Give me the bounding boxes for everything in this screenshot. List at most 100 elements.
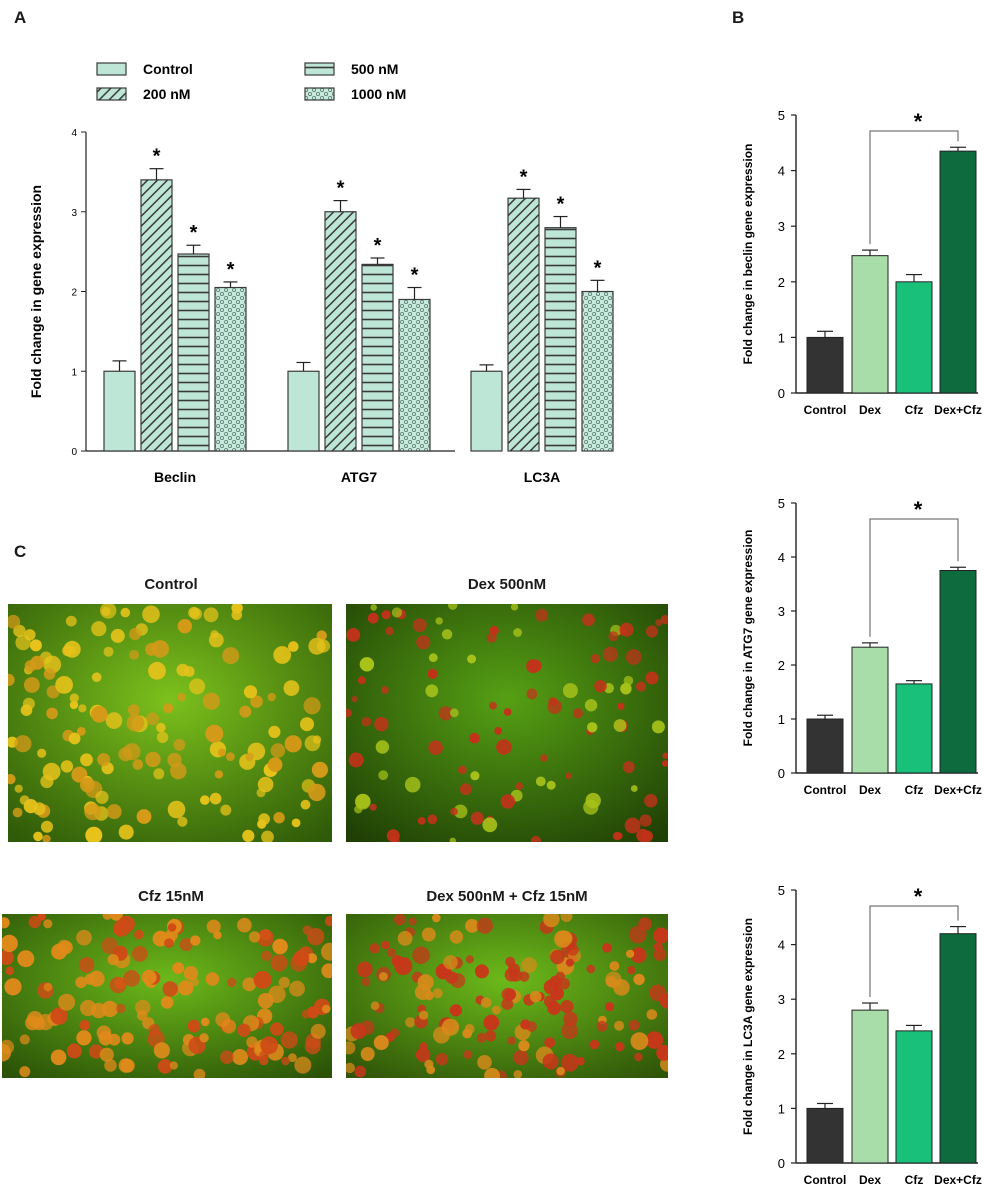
- cell: [97, 753, 111, 767]
- cell: [205, 972, 220, 986]
- cell: [126, 714, 145, 732]
- cell: [226, 752, 235, 761]
- cell: [26, 1011, 43, 1027]
- y-tick-label: 5: [778, 883, 785, 898]
- cell: [594, 680, 607, 693]
- cell: [633, 973, 645, 986]
- significance-marker: *: [374, 235, 382, 257]
- legend-swatch: [96, 62, 127, 76]
- bar: [806, 718, 844, 774]
- cell: [367, 612, 379, 624]
- cell: [646, 1009, 658, 1020]
- cell: [19, 1034, 30, 1045]
- cell: [91, 706, 108, 723]
- cell: [394, 914, 406, 926]
- cell: [308, 783, 326, 802]
- cell: [203, 607, 219, 623]
- y-tick-label: 2: [71, 288, 77, 299]
- significance-marker: *: [153, 146, 161, 168]
- cell: [288, 641, 299, 652]
- cell: [291, 818, 301, 828]
- cell: [103, 646, 114, 657]
- cell: [415, 1047, 431, 1063]
- bar: [361, 263, 394, 452]
- cell: [4, 978, 22, 996]
- cell: [645, 671, 659, 685]
- cell: [301, 1009, 311, 1019]
- cell: [2, 1039, 14, 1055]
- cell: [501, 987, 515, 1002]
- panel-label-b: B: [732, 8, 745, 27]
- cell: [214, 770, 224, 779]
- cell: [560, 1000, 574, 1014]
- cell: [661, 760, 668, 767]
- cell: [215, 1012, 231, 1027]
- cell: [449, 1004, 462, 1017]
- cell: [290, 954, 308, 972]
- cell: [30, 655, 45, 670]
- cell: [556, 1066, 565, 1076]
- cell: [572, 708, 583, 719]
- cell: [105, 712, 123, 729]
- micrograph-canvas: [8, 604, 332, 842]
- cell: [173, 738, 186, 751]
- cell: [19, 795, 30, 805]
- bar: [177, 253, 210, 452]
- cell: [639, 814, 652, 827]
- cell: [381, 940, 390, 950]
- bar: [507, 197, 540, 452]
- cell: [628, 1019, 640, 1031]
- cell: [491, 1005, 501, 1015]
- bar: [851, 646, 889, 774]
- cell: [270, 743, 286, 758]
- bar: [324, 211, 357, 452]
- micrograph-title: Cfz 15nM: [138, 888, 204, 905]
- cell: [43, 919, 53, 929]
- micrograph-canvas: [2, 914, 332, 1078]
- y-tick-label: 0: [778, 1156, 785, 1171]
- chart-b1: 0 1 2 3 4 5 Fold change in beclin gene express…: [741, 108, 982, 417]
- cell: [76, 1030, 92, 1046]
- cell: [373, 1035, 389, 1051]
- y-axis-label: Fold change in LC3A gene expression: [741, 918, 755, 1135]
- cell: [289, 980, 305, 997]
- cell: [404, 776, 421, 793]
- cell: [390, 1028, 400, 1038]
- cell: [535, 608, 549, 622]
- x-tick-label: Control: [804, 783, 847, 797]
- cell: [2, 934, 18, 952]
- cell: [300, 717, 314, 732]
- cell: [617, 702, 625, 710]
- cell: [121, 1032, 134, 1045]
- cell: [268, 725, 281, 738]
- legend-label: 500 nM: [351, 61, 398, 77]
- cell: [190, 607, 203, 620]
- cell: [435, 1053, 449, 1066]
- cell: [302, 925, 313, 935]
- bar: [939, 933, 977, 1164]
- cell: [28, 915, 42, 929]
- cell: [98, 1031, 113, 1046]
- cell: [242, 977, 257, 992]
- cell: [526, 1021, 537, 1032]
- cell: [546, 780, 556, 790]
- legend-swatch: [304, 62, 335, 76]
- cell: [60, 760, 74, 773]
- significance-marker: *: [914, 884, 923, 909]
- cell: [360, 1047, 375, 1061]
- cell: [346, 628, 361, 642]
- cell: [381, 610, 391, 620]
- significance-marker: *: [411, 265, 419, 287]
- cell: [586, 964, 596, 974]
- cell: [638, 917, 652, 931]
- micrograph-image: [346, 914, 668, 1078]
- cell: [645, 625, 659, 638]
- cell: [445, 971, 458, 984]
- cell: [24, 629, 36, 641]
- cell: [424, 990, 434, 1001]
- cell: [469, 732, 480, 744]
- cell: [84, 803, 102, 821]
- cell: [190, 935, 201, 946]
- cell: [8, 774, 16, 785]
- cell: [405, 1017, 416, 1028]
